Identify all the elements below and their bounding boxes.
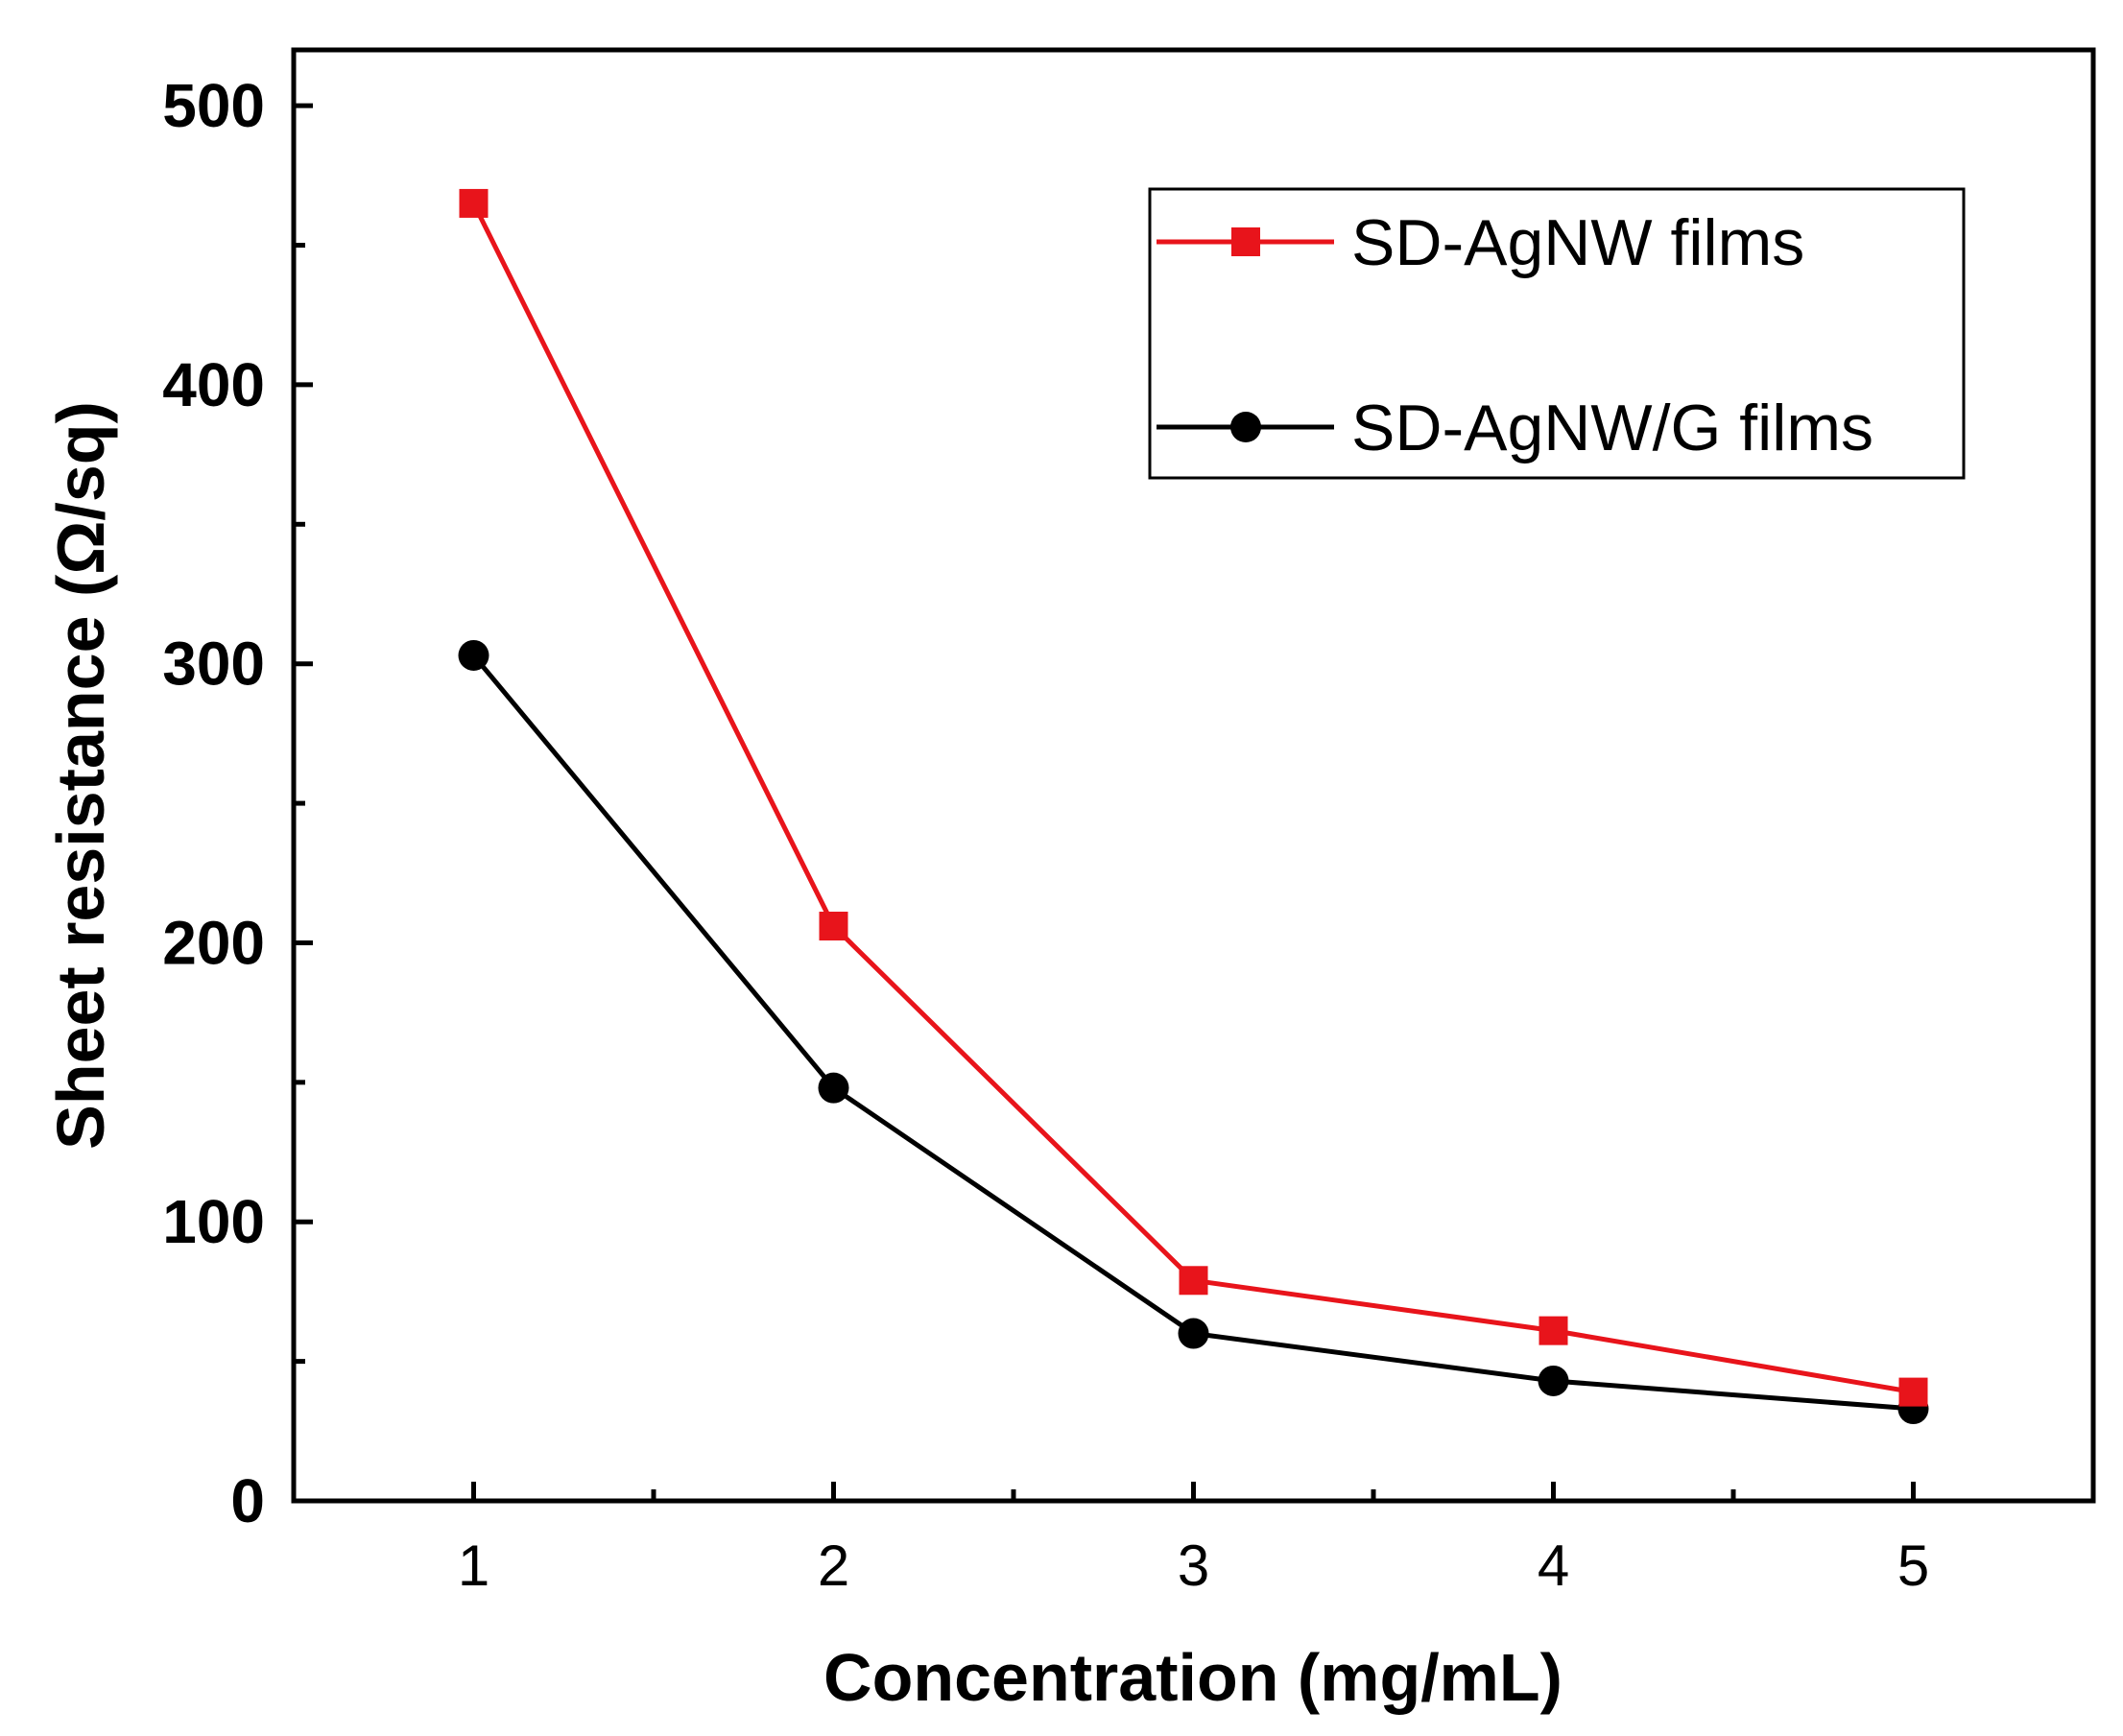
legend-item: SD-AgNW/G films <box>1157 392 1873 464</box>
legend-label: SD-AgNW/G films <box>1351 392 1873 464</box>
series-line <box>471 654 1914 1412</box>
legend-box <box>1148 187 1966 480</box>
x-tick-label: 4 <box>1538 1534 1569 1598</box>
y-tick-label: 400 <box>162 350 265 419</box>
series-layer <box>458 188 1929 1425</box>
legend-item: SD-AgNW films <box>1157 206 1804 279</box>
data-point <box>1898 1377 1928 1407</box>
x-tick-label: 1 <box>458 1534 489 1598</box>
x-tick-label: 2 <box>818 1534 849 1598</box>
data-point <box>1179 1266 1208 1296</box>
data-point <box>818 1072 849 1104</box>
data-point <box>459 188 489 218</box>
data-point <box>819 912 848 941</box>
series-0 <box>459 188 1928 1407</box>
legend-label: SD-AgNW films <box>1351 206 1804 279</box>
legend-marker <box>1230 412 1261 442</box>
y-tick-label: 300 <box>162 630 265 699</box>
y-tick-label: 100 <box>162 1187 265 1256</box>
y-tick-label: 200 <box>162 908 265 977</box>
y-tick-label: 0 <box>230 1466 265 1535</box>
x-tick-label: 5 <box>1897 1534 1929 1598</box>
data-point <box>458 639 489 671</box>
y-axis-title: Sheet resistance (Ω/sq) <box>43 401 118 1150</box>
y-axis: 0 100 200 300 400 500 <box>162 71 313 1535</box>
y-tick-label: 500 <box>162 71 265 140</box>
legend-marker <box>1231 227 1260 256</box>
x-tick-label: 3 <box>1178 1534 1209 1598</box>
data-point <box>1538 1365 1569 1396</box>
data-point <box>1178 1318 1209 1349</box>
x-axis-title: Concentration (mg/mL) <box>823 1640 1562 1715</box>
series-1 <box>458 639 1929 1425</box>
x-axis: 1 2 3 4 5 <box>458 1482 1929 1598</box>
data-point <box>1539 1316 1568 1345</box>
legend: SD-AgNW films SD-AgNW/G films <box>1148 187 1966 480</box>
